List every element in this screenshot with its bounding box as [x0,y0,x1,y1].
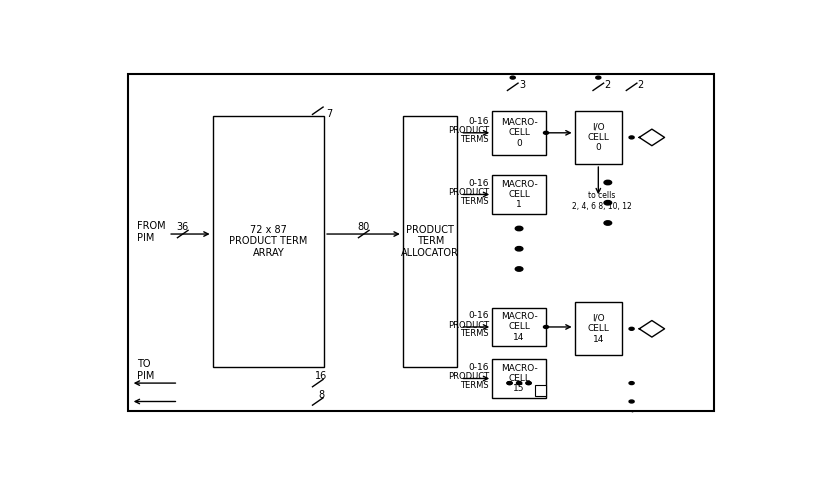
Text: 2: 2 [605,80,611,90]
Text: PRODUCT: PRODUCT [447,127,489,135]
Text: TO
PIM: TO PIM [137,359,155,381]
Text: to cells
2, 4, 6 8, 10, 12: to cells 2, 4, 6 8, 10, 12 [572,191,631,211]
Circle shape [629,400,634,403]
Circle shape [516,381,522,385]
Circle shape [510,76,515,79]
Bar [492,111,546,155]
Bar [535,385,546,396]
Circle shape [515,226,523,231]
Circle shape [526,381,531,385]
Circle shape [507,381,512,385]
Circle shape [515,247,523,251]
Bar [492,175,546,214]
Text: MACRO-
CELL
14: MACRO- CELL 14 [501,312,537,342]
Text: 2: 2 [637,80,644,90]
Text: MACRO-
CELL
15: MACRO- CELL 15 [501,364,537,393]
Circle shape [629,327,634,330]
Text: I/O
CELL
0: I/O CELL 0 [587,122,609,152]
Circle shape [516,381,522,385]
Circle shape [543,326,549,328]
Text: 0-16: 0-16 [469,363,489,372]
Text: TERMS: TERMS [461,380,489,390]
Text: 80: 80 [357,222,370,232]
Text: 72 x 87
PRODUCT TERM
ARRAY: 72 x 87 PRODUCT TERM ARRAY [230,225,308,258]
Circle shape [507,381,512,385]
Text: 7: 7 [326,109,332,120]
Text: MACRO-
CELL
1: MACRO- CELL 1 [501,180,537,209]
Text: 16: 16 [315,371,327,381]
Bar [574,111,622,164]
Text: PRODUCT
TERM
ALLOCATOR: PRODUCT TERM ALLOCATOR [402,225,459,258]
Bar [492,308,546,346]
Text: I/O
CELL
14: I/O CELL 14 [587,314,609,344]
Text: 0-16: 0-16 [469,312,489,320]
Text: TERMS: TERMS [461,329,489,338]
Text: MACRO-
CELL
0: MACRO- CELL 0 [501,118,537,148]
Bar [574,302,622,356]
Circle shape [604,180,612,185]
Text: 36: 36 [177,222,189,232]
Text: 0-16: 0-16 [469,179,489,188]
Text: FROM
PIM: FROM PIM [137,221,166,243]
Text: 8: 8 [318,390,324,400]
Bar [492,359,546,398]
Circle shape [604,201,612,205]
Circle shape [629,381,634,385]
Text: PRODUCT: PRODUCT [447,188,489,197]
Text: PRODUCT: PRODUCT [447,372,489,381]
Circle shape [596,76,601,79]
Text: TERMS: TERMS [461,135,489,144]
Circle shape [526,381,531,385]
Text: 3: 3 [519,80,525,90]
Circle shape [543,131,549,134]
Circle shape [515,267,523,271]
Text: 0-16: 0-16 [469,117,489,126]
Circle shape [629,136,634,139]
Bar [403,116,457,367]
Text: TERMS: TERMS [461,196,489,206]
Circle shape [604,221,612,225]
Text: PRODUCT: PRODUCT [447,321,489,330]
Bar [213,116,324,367]
